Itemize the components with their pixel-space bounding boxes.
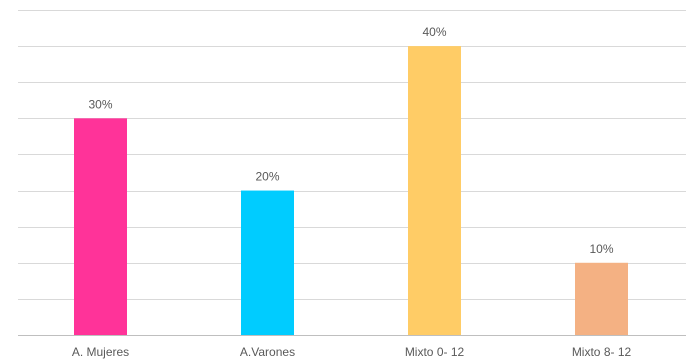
category-label: Mixto 8- 12	[572, 345, 632, 359]
data-label: 20%	[255, 170, 279, 184]
bars	[74, 46, 628, 335]
bar	[74, 118, 127, 335]
data-label: 30%	[88, 97, 112, 111]
bar	[575, 262, 628, 335]
category-label: Mixto 0- 12	[405, 345, 465, 359]
bar	[241, 190, 294, 335]
gridlines	[18, 10, 686, 300]
value-labels: 30% 20% 40% 10%	[88, 25, 613, 256]
category-label: A. Mujeres	[72, 345, 129, 359]
data-label: 40%	[422, 25, 446, 39]
category-labels: A. Mujeres A.Varones Mixto 0- 12 Mixto 8- 1…	[72, 345, 632, 359]
bar	[408, 46, 461, 335]
category-label: A.Varones	[240, 345, 295, 359]
data-label: 10%	[589, 242, 613, 256]
